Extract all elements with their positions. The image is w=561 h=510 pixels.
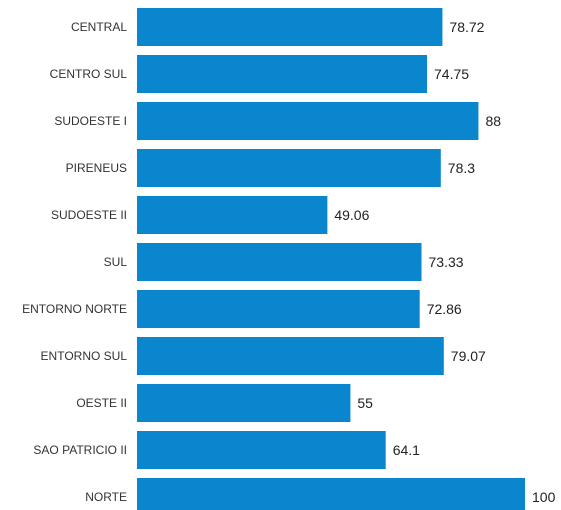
category-label: OESTE II bbox=[76, 396, 127, 410]
category-label: NORTE bbox=[85, 490, 127, 504]
bar[interactable] bbox=[137, 384, 351, 422]
data-label: 55 bbox=[357, 395, 373, 411]
data-label: 73.33 bbox=[429, 254, 464, 270]
data-label: 72.86 bbox=[427, 301, 462, 317]
data-label: 49.06 bbox=[334, 207, 369, 223]
category-label: ENTORNO SUL bbox=[41, 349, 128, 363]
category-label: SUDOESTE I bbox=[54, 114, 127, 128]
bar[interactable] bbox=[137, 149, 441, 187]
bar[interactable] bbox=[137, 337, 444, 375]
bar[interactable] bbox=[137, 196, 328, 234]
data-label: 100 bbox=[532, 489, 556, 505]
category-label: CENTRAL bbox=[71, 20, 127, 34]
bar[interactable] bbox=[137, 290, 420, 328]
bar[interactable] bbox=[137, 102, 479, 140]
data-label: 79.07 bbox=[451, 348, 486, 364]
bar[interactable] bbox=[137, 8, 443, 46]
category-label: CENTRO SUL bbox=[50, 67, 128, 81]
category-label: SAO PATRICIO II bbox=[33, 443, 127, 457]
data-label: 74.75 bbox=[434, 66, 469, 82]
data-label: 78.3 bbox=[448, 160, 475, 176]
category-label: PIRENEUS bbox=[66, 161, 127, 175]
bar[interactable] bbox=[137, 431, 386, 469]
bar[interactable] bbox=[137, 55, 428, 93]
data-label: 88 bbox=[485, 113, 501, 129]
bar[interactable] bbox=[137, 478, 525, 510]
data-label: 78.72 bbox=[449, 19, 484, 35]
bar[interactable] bbox=[137, 243, 422, 281]
category-label: ENTORNO NORTE bbox=[22, 302, 127, 316]
category-label: SUDOESTE II bbox=[51, 208, 127, 222]
category-label: SUL bbox=[104, 255, 128, 269]
data-label: 64.1 bbox=[393, 442, 420, 458]
